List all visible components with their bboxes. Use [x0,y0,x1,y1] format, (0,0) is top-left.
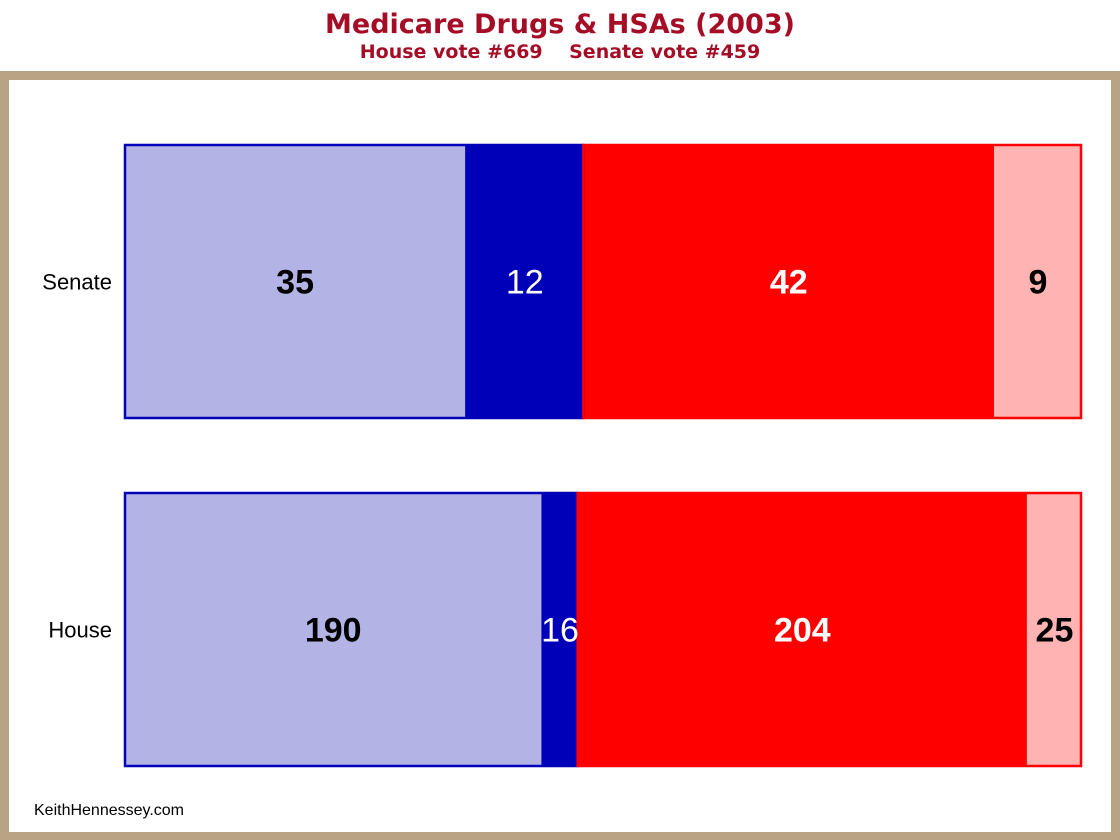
bar-segment [994,144,1082,419]
bar-segment [466,144,584,419]
bar-segment [577,492,1027,767]
data-label: 190 [305,612,362,650]
house-vote-label: House vote #669 [359,41,543,63]
data-label: 16 [541,612,579,650]
category-label: Senate [42,270,112,295]
bar-segment [124,492,543,767]
data-label: 9 [1029,264,1048,302]
rep-outline [582,143,1083,420]
chart-subtitle: House vote #669 Senate vote #459 [0,40,1120,64]
bar-row-senate: Senate 35 12 42 9 [42,143,1083,420]
rep-outline [576,491,1083,768]
data-label: 12 [506,264,544,302]
data-label: 204 [774,612,831,650]
footer-credit: KeithHennessey.com [34,802,184,819]
category-label: House [48,618,112,643]
bar-segment [124,144,467,419]
bar-segment [542,492,578,767]
bar-row-house: House 190 16 204 25 [48,491,1083,768]
data-label: 42 [770,264,808,302]
chart-title: Medicare Drugs & HSAs (2003) [325,9,795,40]
bar-segment [1026,492,1082,767]
data-label: 25 [1036,612,1074,650]
senate-vote-label: Senate vote #459 [569,41,761,63]
bar-segment [583,144,995,419]
data-label: 35 [276,264,314,302]
